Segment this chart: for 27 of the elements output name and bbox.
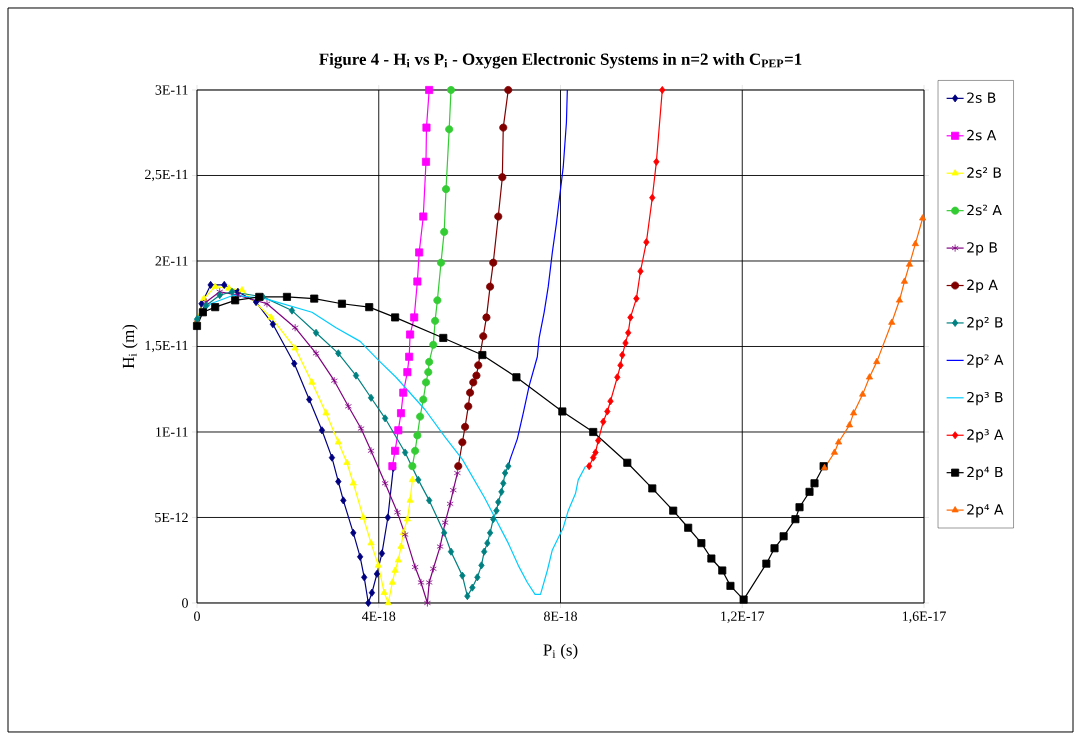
y-tick-label: 2,5E-11: [145, 169, 188, 182]
chart-title: Figure 4 - H$_{i}$ vs P$_{i}$ - Oxygen Electronic Systems in n=2 with C$_{PEP}$=1: [319, 53, 802, 69]
x-tick-label: 4E-18: [361, 611, 396, 621]
legend-label: 2p² B: [967, 317, 1003, 331]
legend-label: 2s² B: [967, 167, 1001, 178]
x-tick-label: 1,2E-17: [721, 611, 765, 623]
legend-label: 2p⁴ A: [967, 504, 1004, 518]
y-tick-label: 5E-12: [155, 512, 188, 523]
legend-label: 2p A: [967, 279, 998, 293]
legend-label: 2s A: [967, 129, 997, 141]
y-tick-label: 0: [182, 598, 188, 608]
legend-label: 2s B: [967, 92, 996, 103]
legend-label: 2s² A: [967, 204, 1002, 216]
legend-label: 2p² A: [967, 354, 1004, 368]
x-axis-title: P$_{i}$ (s): [543, 643, 578, 660]
y-tick-label: 1E-11: [156, 427, 188, 437]
x-tick-label: 0: [194, 611, 200, 621]
legend-label: 2p³ B: [967, 391, 1003, 406]
x-tick-label: 1,6E-17: [902, 611, 946, 623]
y-tick-label: 1,5E-11: [145, 340, 188, 353]
y-axis-title: H$_{i}$ (m): [122, 324, 138, 369]
legend-label: 2p³ A: [967, 429, 1004, 443]
x-tick-label: 8E-18: [544, 611, 578, 621]
legend-label: 2p⁴ B: [967, 466, 1003, 481]
y-tick-label: 2E-11: [155, 256, 188, 266]
legend-label: 2p B: [967, 242, 997, 256]
y-tick-label: 3E-11: [155, 85, 188, 95]
